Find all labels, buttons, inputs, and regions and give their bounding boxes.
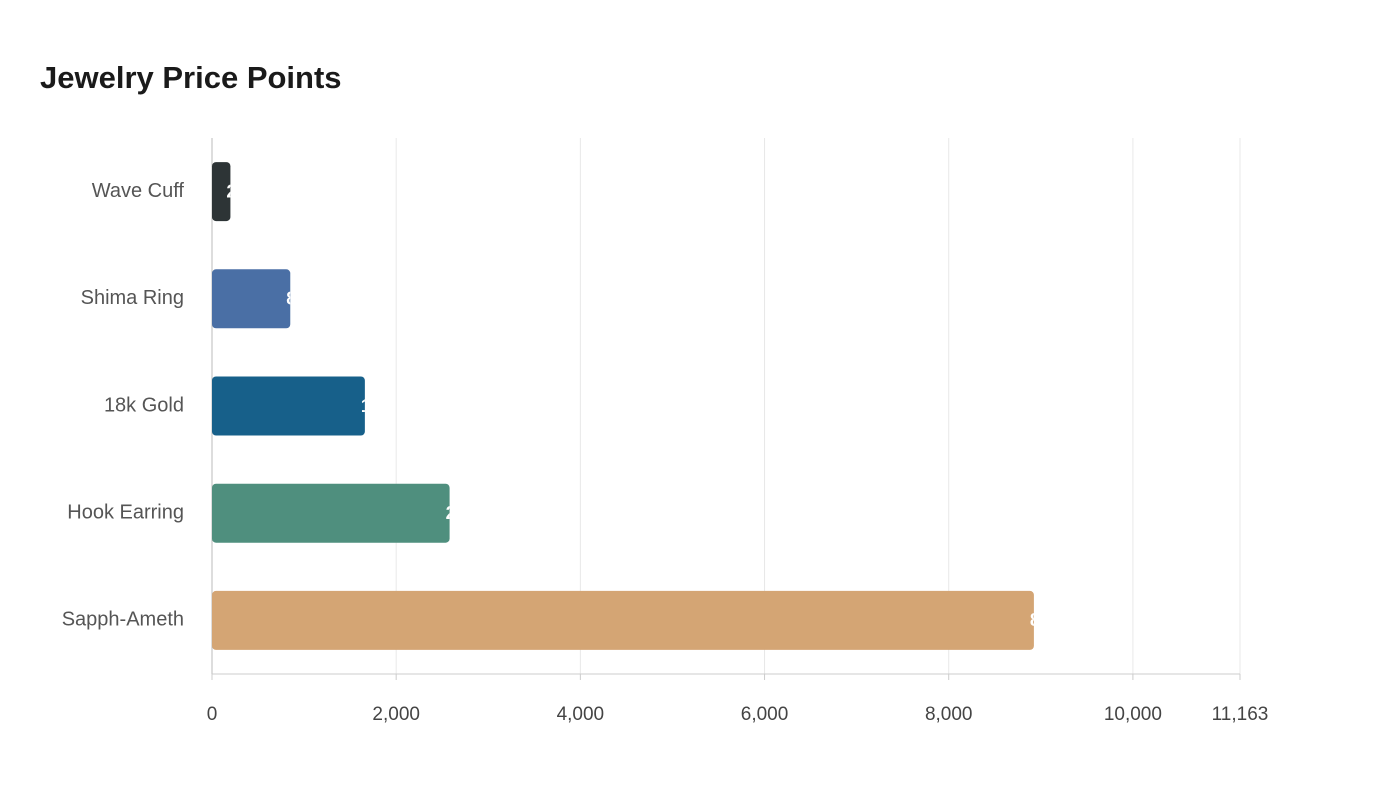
y-tick-label: 18k Gold bbox=[104, 394, 184, 416]
x-tick-label: 0 bbox=[207, 704, 218, 725]
x-tick-label: 8,000 bbox=[925, 704, 973, 725]
x-tick-label: 10,000 bbox=[1104, 704, 1162, 725]
y-tick-label: Shima Ring bbox=[81, 287, 184, 309]
y-tick-label: Wave Cuff bbox=[92, 180, 185, 202]
x-tick-label: 2,000 bbox=[372, 704, 420, 725]
x-tick-label: 11,163 bbox=[1212, 704, 1269, 725]
bar bbox=[212, 269, 291, 329]
y-tick-label: Hook Earring bbox=[67, 501, 184, 523]
x-tick-label: 6,000 bbox=[741, 704, 789, 725]
value-label: 200 bbox=[226, 181, 256, 201]
chart-title: Jewelry Price Points bbox=[40, 60, 342, 95]
x-tick-label: 4,000 bbox=[557, 704, 605, 725]
value-label: 8925 bbox=[1030, 610, 1070, 630]
y-tick-label: Sapph-Ameth bbox=[62, 609, 184, 631]
bar bbox=[212, 483, 450, 543]
value-label: 1660 bbox=[361, 396, 401, 416]
value-label: 2580 bbox=[446, 503, 486, 523]
value-label: 850 bbox=[286, 289, 316, 309]
bar bbox=[212, 376, 365, 436]
bar bbox=[212, 162, 231, 222]
bar bbox=[212, 590, 1034, 650]
